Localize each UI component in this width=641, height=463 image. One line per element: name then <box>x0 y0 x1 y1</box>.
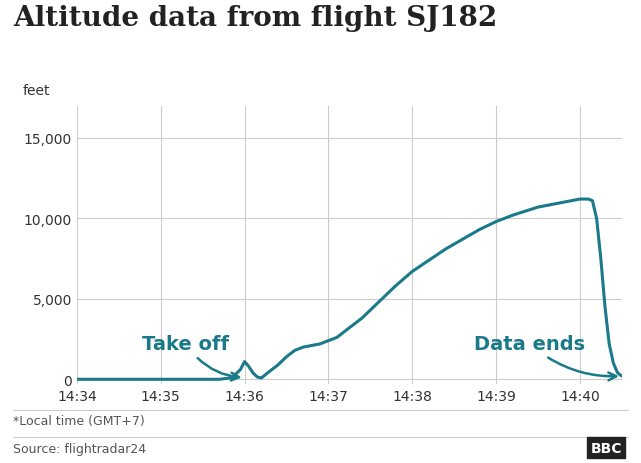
Text: feet: feet <box>22 84 50 98</box>
Text: BBC: BBC <box>590 441 622 455</box>
Text: *Local time (GMT+7): *Local time (GMT+7) <box>13 414 145 427</box>
Text: Data ends: Data ends <box>474 335 616 381</box>
Text: Altitude data from flight SJ182: Altitude data from flight SJ182 <box>13 5 497 31</box>
Text: Take off: Take off <box>142 335 239 381</box>
Text: Source: flightradar24: Source: flightradar24 <box>13 442 146 455</box>
